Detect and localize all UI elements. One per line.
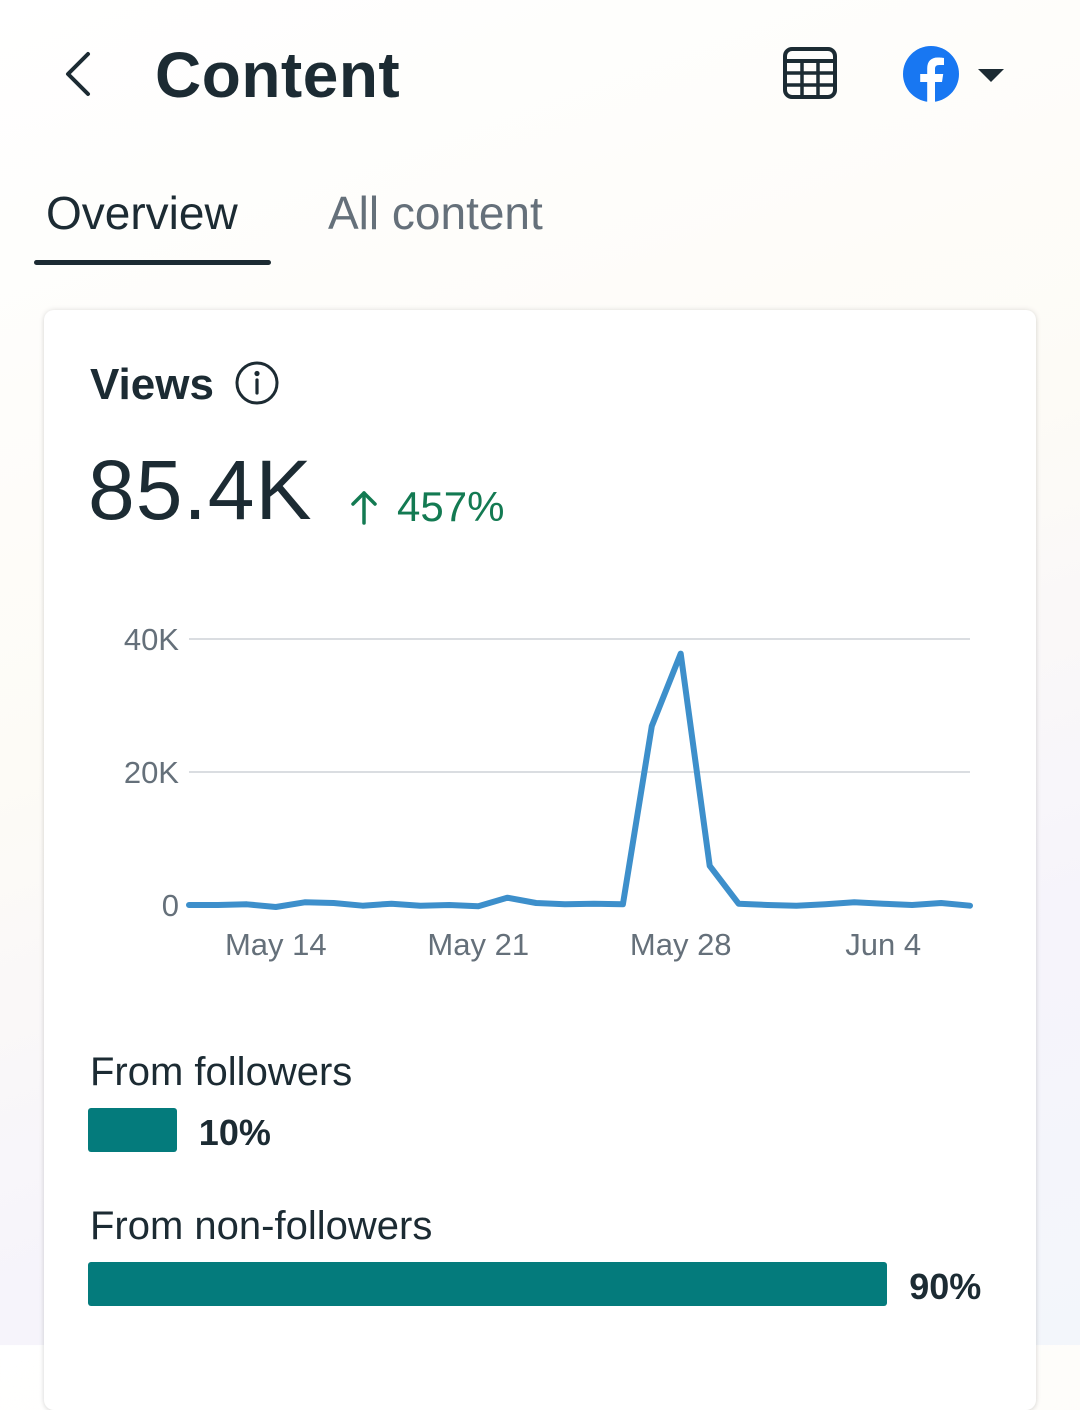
y-tick-label: 0 xyxy=(162,888,179,923)
tab-all-content[interactable]: All content xyxy=(328,187,543,239)
views-series-line xyxy=(186,650,973,910)
calendar-grid-icon xyxy=(783,47,837,99)
y-tick-label: 20K xyxy=(124,755,179,790)
views-total: 85.4K xyxy=(88,443,313,537)
chevron-left-icon xyxy=(66,52,90,96)
account-switcher[interactable] xyxy=(900,42,1010,106)
tab-overview[interactable]: Overview xyxy=(46,187,238,239)
x-tick-label: May 14 xyxy=(225,927,327,962)
top-app-bar: Content xyxy=(0,0,1080,150)
x-tick-label: Jun 4 xyxy=(845,927,921,962)
views-title: Views xyxy=(90,360,214,409)
back-button[interactable] xyxy=(52,42,112,106)
non-followers-label: From non-followers xyxy=(90,1204,433,1248)
page-title: Content xyxy=(155,39,401,111)
tab-bar: Overview All content xyxy=(0,170,1080,270)
non-followers-percent: 90% xyxy=(909,1266,982,1307)
x-tick-label: May 21 xyxy=(427,927,529,962)
views-line-chart: 0 20K 40K May 14 May 21 May 28 Jun 4 xyxy=(124,622,973,962)
x-tick-label: May 28 xyxy=(630,927,732,962)
views-change-percent: 457% xyxy=(397,483,505,530)
info-button[interactable] xyxy=(234,360,280,406)
followers-percent: 10% xyxy=(198,1112,271,1153)
followers-bar xyxy=(88,1108,177,1152)
views-card: Views 85.4K 457% 0 20K 40K May 14 May 21 May … xyxy=(44,310,1036,1410)
followers-label: From followers xyxy=(90,1050,353,1094)
y-tick-label: 40K xyxy=(124,622,179,657)
arrow-up-icon xyxy=(351,491,377,525)
caret-down-icon xyxy=(978,69,1004,82)
views-change: 457% xyxy=(349,482,504,532)
facebook-icon xyxy=(903,46,959,102)
calendar-button[interactable] xyxy=(780,44,840,104)
active-tab-indicator xyxy=(34,260,271,265)
non-followers-bar xyxy=(88,1262,888,1306)
info-icon xyxy=(235,361,279,405)
